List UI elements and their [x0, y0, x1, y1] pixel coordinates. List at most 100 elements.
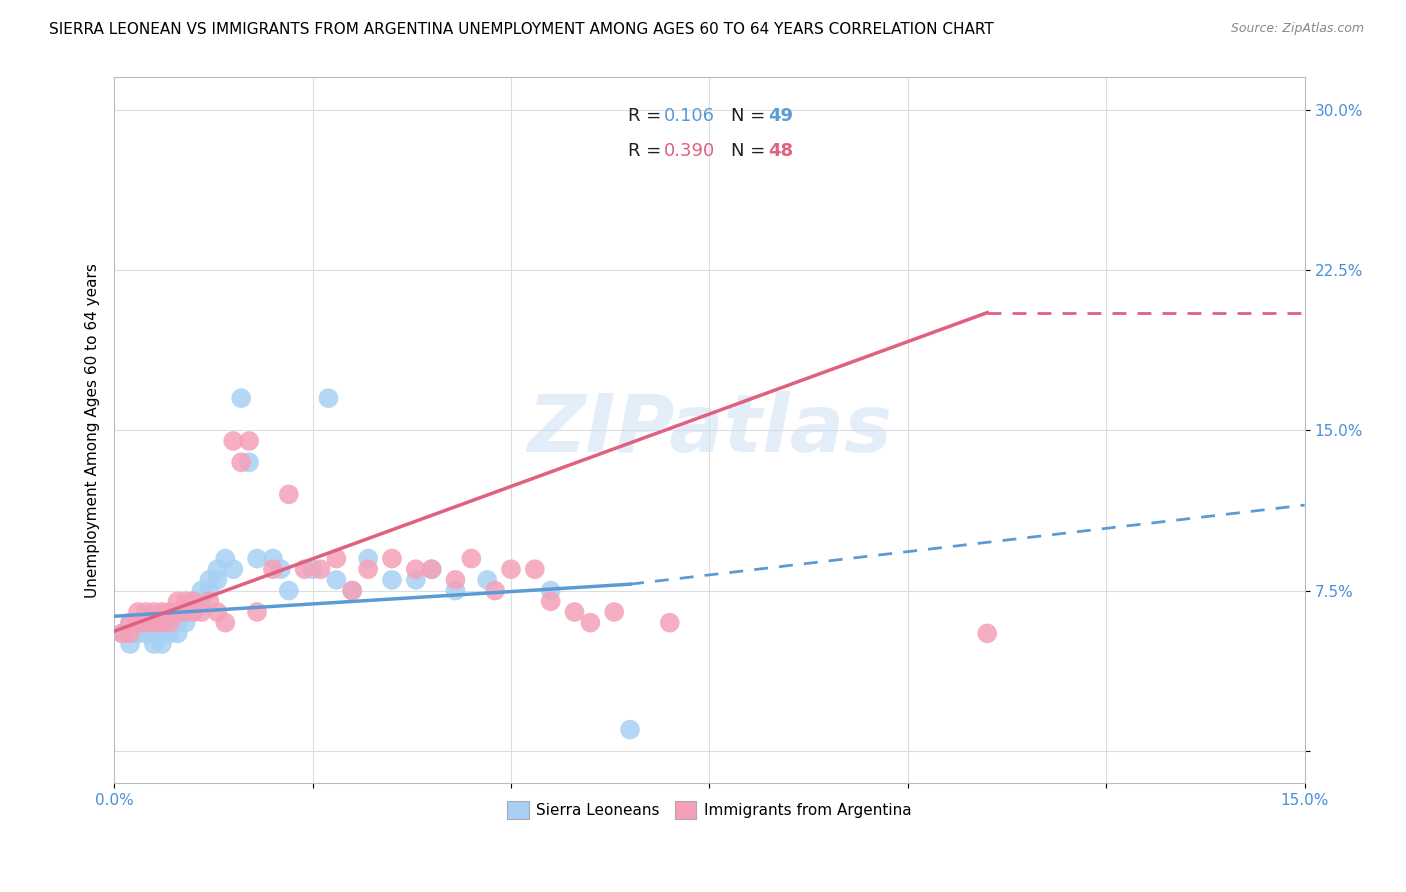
Point — [150, 626, 173, 640]
Text: R =: R = — [628, 143, 662, 161]
Point — [127, 615, 149, 630]
Text: N =: N = — [731, 107, 765, 125]
Point — [174, 605, 197, 619]
Point — [166, 615, 188, 630]
Point — [183, 605, 205, 619]
Point — [477, 573, 499, 587]
Point — [318, 391, 340, 405]
Text: 49: 49 — [768, 107, 793, 125]
Point — [159, 615, 181, 630]
Point — [342, 583, 364, 598]
Point — [159, 605, 181, 619]
Point — [142, 615, 165, 630]
Point — [325, 551, 347, 566]
Point — [142, 615, 165, 630]
Point — [619, 723, 641, 737]
Point — [207, 562, 229, 576]
Point — [444, 583, 467, 598]
Point — [150, 637, 173, 651]
Point — [111, 626, 134, 640]
Point — [174, 605, 197, 619]
Point — [246, 605, 269, 619]
Point — [231, 391, 253, 405]
Point — [309, 562, 332, 576]
Point — [444, 573, 467, 587]
Point — [222, 562, 245, 576]
Point — [166, 594, 188, 608]
Point — [262, 562, 284, 576]
Point — [150, 615, 173, 630]
Point — [246, 551, 269, 566]
Point — [111, 626, 134, 640]
Point — [135, 615, 157, 630]
Point — [499, 562, 522, 576]
Point — [658, 615, 681, 630]
Point — [190, 594, 212, 608]
Point — [166, 605, 188, 619]
Text: N =: N = — [731, 143, 765, 161]
Point — [150, 615, 173, 630]
Point — [301, 562, 323, 576]
Point — [222, 434, 245, 448]
Point — [325, 573, 347, 587]
Point — [135, 615, 157, 630]
Legend: Sierra Leoneans, Immigrants from Argentina: Sierra Leoneans, Immigrants from Argenti… — [501, 795, 918, 825]
Point — [976, 626, 998, 640]
Point — [159, 605, 181, 619]
Point — [214, 551, 236, 566]
Point — [357, 551, 380, 566]
Point — [142, 637, 165, 651]
Point — [484, 583, 506, 598]
Point — [523, 562, 546, 576]
Point — [142, 605, 165, 619]
Point — [150, 605, 173, 619]
Point — [120, 637, 142, 651]
Point — [183, 605, 205, 619]
Point — [420, 562, 443, 576]
Point — [198, 594, 221, 608]
Point — [190, 605, 212, 619]
Point — [174, 615, 197, 630]
Point — [405, 573, 427, 587]
Point — [460, 551, 482, 566]
Point — [198, 583, 221, 598]
Point — [238, 434, 260, 448]
Point — [540, 583, 562, 598]
Text: ZIPatlas: ZIPatlas — [527, 392, 891, 469]
Point — [270, 562, 292, 576]
Text: 48: 48 — [768, 143, 793, 161]
Text: 0.390: 0.390 — [664, 143, 716, 161]
Point — [174, 594, 197, 608]
Point — [214, 615, 236, 630]
Point — [603, 605, 626, 619]
Point — [207, 573, 229, 587]
Point — [127, 615, 149, 630]
Point — [540, 594, 562, 608]
Point — [135, 605, 157, 619]
Text: Source: ZipAtlas.com: Source: ZipAtlas.com — [1230, 22, 1364, 36]
Point — [198, 573, 221, 587]
Point — [120, 615, 142, 630]
Point — [166, 626, 188, 640]
Point — [190, 583, 212, 598]
Point — [357, 562, 380, 576]
Point — [159, 615, 181, 630]
Point — [127, 626, 149, 640]
Point — [120, 626, 142, 640]
Text: R =: R = — [628, 107, 662, 125]
Point — [381, 573, 404, 587]
Point — [166, 605, 188, 619]
Point — [294, 562, 316, 576]
Y-axis label: Unemployment Among Ages 60 to 64 years: Unemployment Among Ages 60 to 64 years — [86, 263, 100, 598]
Point — [238, 455, 260, 469]
Point — [127, 605, 149, 619]
Point — [381, 551, 404, 566]
Point — [564, 605, 586, 619]
Point — [159, 626, 181, 640]
Point — [262, 551, 284, 566]
Point — [405, 562, 427, 576]
Point — [342, 583, 364, 598]
Point — [135, 626, 157, 640]
Point — [579, 615, 602, 630]
Point — [120, 615, 142, 630]
